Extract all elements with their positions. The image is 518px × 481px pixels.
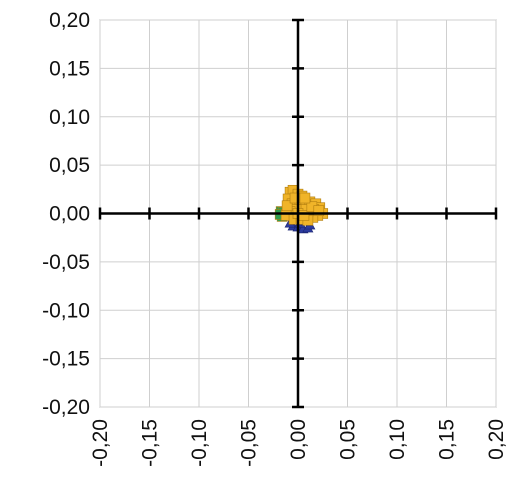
y-tick-label-7: 0,15 [49, 57, 90, 80]
series-2-point-29 [299, 192, 311, 204]
x-axis-tick-labels: -0,20 -0,15 -0,10 -0,05 0,00 0,05 0,10 0,15 0,20 [89, 419, 508, 467]
y-tick-label-0: -0,20 [42, 396, 90, 419]
x-tick-label-4: 0,00 [287, 419, 310, 460]
series-2-point-27 [313, 205, 325, 216]
y-tick-label-5: 0,05 [49, 154, 90, 177]
x-tick-label-8: 0,20 [485, 419, 508, 460]
y-tick-label-1: -0,15 [42, 348, 90, 371]
series-2-point-23 [281, 200, 293, 212]
x-tick-label-6: 0,10 [386, 419, 409, 460]
x-tick-label-7: 0,15 [436, 419, 459, 460]
x-tick-label-0: -0,20 [89, 419, 112, 467]
y-tick-label-8: 0,20 [49, 9, 90, 32]
x-tick-label-2: -0,10 [188, 419, 211, 467]
x-tick-label-1: -0,15 [139, 419, 162, 467]
x-tick-label-3: -0,05 [238, 419, 261, 467]
axes [98, 18, 498, 409]
y-tick-label-6: 0,10 [49, 106, 90, 129]
data-markers [274, 184, 329, 234]
x-tick-label-5: 0,05 [337, 419, 360, 460]
y-tick-label-3: -0,05 [42, 251, 90, 274]
y-axis-tick-labels: -0,20 -0,15 -0,10 -0,05 0,00 0,05 0,10 0,15 0,20 [42, 9, 90, 419]
y-tick-label-2: -0,10 [42, 299, 90, 322]
y-tick-label-4: 0,00 [49, 203, 90, 226]
